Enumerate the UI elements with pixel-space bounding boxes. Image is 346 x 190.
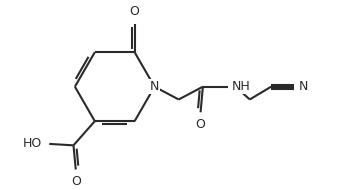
Text: O: O bbox=[195, 118, 206, 131]
Text: N: N bbox=[150, 80, 159, 93]
Text: NH: NH bbox=[232, 80, 251, 93]
Text: O: O bbox=[71, 175, 81, 188]
Text: O: O bbox=[130, 5, 139, 17]
Text: N: N bbox=[299, 80, 308, 93]
Text: HO: HO bbox=[23, 137, 42, 150]
